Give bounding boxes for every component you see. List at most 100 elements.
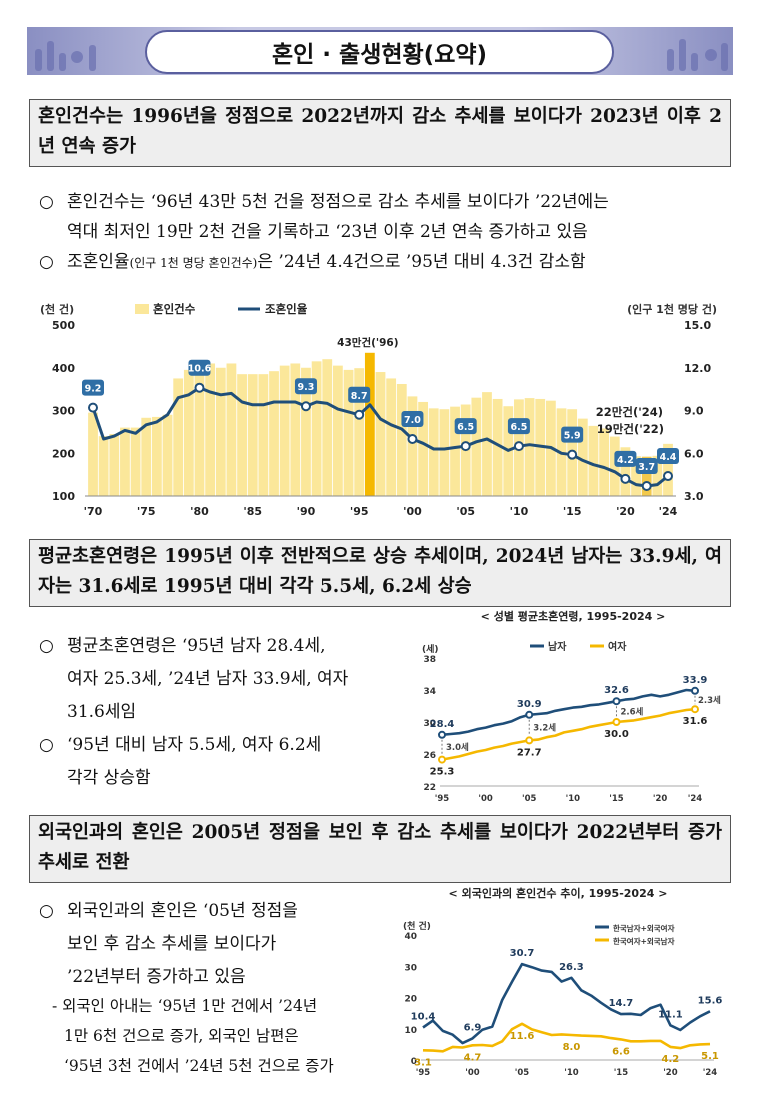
marriage-trend-chart: (천 건) (인구 1천 명당 건) 혼인건수 조혼인율 100 200 300 400 500… xyxy=(40,302,717,518)
section2-bullets: ○ 평균초혼연령은 ‘95년 남자 28.4세, 여자 25.3세, ’24년 남… xyxy=(39,630,399,795)
rate-label: 4.2 xyxy=(617,455,634,466)
legend-entry: 한국여자+외국남자 xyxy=(613,936,675,946)
series-line xyxy=(422,1022,711,1053)
section3-summary-box: 외국인과의 혼인은 2005년 정점을 보인 후 감소 추세를 보이다가 202… xyxy=(29,815,731,883)
marriage-bar xyxy=(364,352,375,496)
rate-label-box xyxy=(614,450,637,467)
value-label: 4.2 xyxy=(662,1054,680,1065)
series-line xyxy=(422,962,711,1045)
section1-bullet2-small: (인구 1천 명당 혼인건수) xyxy=(129,256,258,270)
right-tick-label: 6.0 xyxy=(684,447,704,460)
series-line xyxy=(441,707,696,761)
y-tick-label: 20 xyxy=(404,995,417,1005)
marriage-bar xyxy=(428,408,439,496)
annotation-2022: 19만건('22) xyxy=(597,422,664,436)
rate-label: 3.7 xyxy=(638,462,655,473)
marriage-bar xyxy=(482,392,492,496)
page-title: 혼인 · 출생현황(요약) xyxy=(145,30,614,74)
y-tick-label: 22 xyxy=(423,783,436,793)
x-tick-label: '00 xyxy=(465,1068,480,1078)
marriage-bar xyxy=(88,412,98,496)
value-label: 4.7 xyxy=(464,1052,482,1063)
marriage-bar xyxy=(333,365,343,496)
rate-label-box xyxy=(348,386,371,403)
marriage-bar xyxy=(396,383,407,496)
x-tick-label: '05 xyxy=(456,505,475,518)
crude-rate-marker xyxy=(300,401,311,412)
legend-entry: 남자 xyxy=(548,640,567,653)
section3-sub-line2: 1만 6천 건으로 증가, 외국인 남편은 xyxy=(64,1027,299,1045)
series-marker xyxy=(525,710,534,719)
marriage-bar xyxy=(450,406,460,496)
rate-label-box xyxy=(454,418,477,435)
section3-sub-bullets: - 외국인 아내는 ‘95년 1만 건에서 ’24년 1만 6천 건으로 증가,… xyxy=(52,991,392,1081)
crude-rate-marker xyxy=(88,402,98,413)
x-tick-label: '20 xyxy=(616,505,635,518)
marriage-bar xyxy=(226,363,237,496)
marriage-bar xyxy=(375,372,386,496)
section2-bullet1-line3: 31.6세임 xyxy=(67,702,137,722)
section2-bullet2-line2: 각각 상승함 xyxy=(67,768,151,788)
legend-marriages: 혼인건수 xyxy=(153,302,196,316)
chart-title: < 성별 평균초혼연령, 1995-2024 > xyxy=(481,609,666,623)
series-marker xyxy=(691,705,699,714)
marriage-bar xyxy=(205,363,216,496)
rate-label-box xyxy=(82,379,104,396)
x-tick-label: '00 xyxy=(478,794,493,803)
x-tick-label: '10 xyxy=(564,1068,579,1078)
y-tick-label: 30 xyxy=(404,963,417,973)
value-label: 31.6 xyxy=(683,716,708,727)
y-tick-label: 40 xyxy=(404,932,417,942)
crude-rate-marker xyxy=(407,434,418,444)
marriage-bar xyxy=(524,398,535,496)
crude-rate-marker xyxy=(567,449,578,460)
x-tick-label: '95 xyxy=(350,505,369,518)
marriage-bar xyxy=(322,359,333,496)
marriage-bar xyxy=(631,456,641,496)
value-label: 3.1 xyxy=(414,1057,432,1068)
marriage-bar xyxy=(492,398,503,496)
gap-label: 2.3세 xyxy=(698,695,721,706)
series-line xyxy=(441,688,696,737)
y-tick-label: 38 xyxy=(423,655,436,665)
rate-label-box xyxy=(507,418,530,435)
section3-bullet1-line1: 외국인과의 혼인은 ‘05년 정점을 xyxy=(67,901,298,921)
section1-bullet1: ○ 혼인건수는 ‘96년 43만 5천 건을 정점으로 감소 추세를 보이다가 ’… xyxy=(39,187,739,278)
marriage-bar xyxy=(577,418,588,496)
gap-label: 3.2세 xyxy=(533,723,556,734)
left-axis-label: (천 건) xyxy=(40,302,74,316)
marriage-bar xyxy=(247,374,258,496)
rate-label: 6.5 xyxy=(457,422,474,433)
marriage-bar xyxy=(279,365,290,496)
series-marker xyxy=(612,718,621,726)
marriage-bar xyxy=(407,396,418,496)
marriage-bar xyxy=(151,416,162,496)
marriage-bar xyxy=(471,397,482,496)
section1-bullet2-a: 조혼인율 xyxy=(67,252,130,272)
crude-rate-marker xyxy=(641,481,652,492)
marriage-bar xyxy=(652,455,663,496)
legend-entry: 한국남자+외국여자 xyxy=(613,923,675,933)
rate-label-box xyxy=(294,378,317,395)
x-tick-label: '05 xyxy=(515,1068,530,1078)
x-tick-label: '24 xyxy=(659,505,678,518)
value-label: 27.7 xyxy=(517,747,542,758)
x-tick-label: '80 xyxy=(190,505,209,518)
rate-label: 9.2 xyxy=(85,384,102,395)
x-tick-label: '75 xyxy=(137,505,156,518)
section1-bullet1-line2: 역대 최저인 19만 2천 건을 기록하고 ‘23년 이후 2년 연속 증가하고… xyxy=(67,222,588,242)
series-marker xyxy=(438,730,446,739)
marriage-bar xyxy=(183,369,194,496)
marriage-bar xyxy=(162,414,173,496)
value-label: 6.9 xyxy=(464,1022,482,1033)
marriage-bar xyxy=(588,425,599,496)
left-tick-label: 500 xyxy=(52,319,75,332)
left-tick-label: 200 xyxy=(52,447,75,460)
section3-sub-line1: - 외국인 아내는 ‘95년 1만 건에서 ’24년 xyxy=(52,997,318,1015)
value-label: 33.9 xyxy=(683,675,708,686)
value-label: 30.0 xyxy=(604,729,629,740)
marriage-bar xyxy=(641,456,652,496)
section3-bullet1-line2: 보인 후 감소 추세를 보이다가 xyxy=(67,934,277,954)
value-label: 32.6 xyxy=(604,685,629,696)
marriage-bar xyxy=(98,436,109,496)
